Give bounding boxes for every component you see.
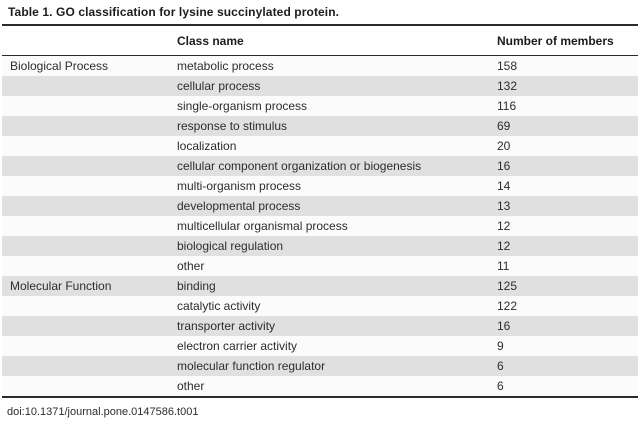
member-count-cell: 9 <box>497 339 504 353</box>
member-count-cell: 20 <box>497 139 511 153</box>
class-name-cell: single-organism process <box>177 99 308 113</box>
class-name-cell: other <box>177 379 205 393</box>
member-count-cell: 12 <box>497 239 511 253</box>
class-name-cell: molecular function regulator <box>177 359 326 373</box>
member-count-cell: 125 <box>497 279 518 293</box>
class-name-cell: catalytic activity <box>177 299 261 313</box>
member-count-cell: 12 <box>497 219 511 233</box>
member-count-cell: 14 <box>497 179 511 193</box>
table-body: Biological Process metabolic process 158 ce… <box>2 56 638 396</box>
section-label: Molecular Function <box>10 279 112 293</box>
class-name-cell: biological regulation <box>177 239 284 253</box>
class-name-cell: localization <box>177 139 237 153</box>
header-number-of-members: Number of members <box>497 33 614 48</box>
table-row: multicellular organismal process 12 <box>2 216 638 236</box>
table-row: transporter activity 16 <box>2 316 638 336</box>
table-row: electron carrier activity 9 <box>2 336 638 356</box>
table-row: Biological Process metabolic process 158 <box>2 56 638 76</box>
table-row: multi-organism process 14 <box>2 176 638 196</box>
member-count-cell: 6 <box>497 379 504 393</box>
member-count-cell: 122 <box>497 299 518 313</box>
class-name-cell: developmental process <box>177 199 301 213</box>
header-class-name: Class name <box>177 33 244 48</box>
class-name-cell: multi-organism process <box>177 179 302 193</box>
member-count-cell: 13 <box>497 199 511 213</box>
table-row: response to stimulus 69 <box>2 116 638 136</box>
table-row: single-organism process 116 <box>2 96 638 116</box>
table-row: localization 20 <box>2 136 638 156</box>
member-count-cell: 6 <box>497 359 504 373</box>
table-row: cellular process 132 <box>2 76 638 96</box>
table-row: catalytic activity 122 <box>2 296 638 316</box>
top-rule <box>2 24 638 26</box>
bottom-rule <box>2 396 638 398</box>
member-count-cell: 11 <box>497 259 510 273</box>
class-name-cell: cellular component organization or bioge… <box>177 159 422 173</box>
member-count-cell: 16 <box>497 159 511 173</box>
member-count-cell: 69 <box>497 119 511 133</box>
table-title: Table 1. GO classification for lysine su… <box>8 5 340 19</box>
class-name-cell: transporter activity <box>177 319 276 333</box>
member-count-cell: 132 <box>497 79 518 93</box>
table-row: developmental process 13 <box>2 196 638 216</box>
table-header-row: Class name Number of members <box>2 26 638 55</box>
class-name-cell: binding <box>177 279 216 293</box>
member-count-cell: 16 <box>497 319 511 333</box>
header-rule <box>2 55 638 56</box>
table-row: biological regulation 12 <box>2 236 638 256</box>
class-name-cell: cellular process <box>177 79 261 93</box>
class-name-cell: metabolic process <box>177 59 274 73</box>
member-count-cell: 116 <box>497 99 517 113</box>
table-row: molecular function regulator 6 <box>2 356 638 376</box>
class-name-cell: multicellular organismal process <box>177 219 348 233</box>
class-name-cell: other <box>177 259 205 273</box>
section-label: Biological Process <box>10 59 109 73</box>
doi-footer: doi:10.1371/journal.pone.0147586.t001 <box>7 406 199 418</box>
table-row: other 11 <box>2 256 638 276</box>
table-row: cellular component organization or bioge… <box>2 156 638 176</box>
table-row: Molecular Function binding 125 <box>2 276 638 296</box>
table-row: other 6 <box>2 376 638 396</box>
go-classification-table: Class name Number of members Biological … <box>2 24 638 398</box>
member-count-cell: 158 <box>497 59 518 73</box>
class-name-cell: electron carrier activity <box>177 339 298 353</box>
class-name-cell: response to stimulus <box>177 119 288 133</box>
